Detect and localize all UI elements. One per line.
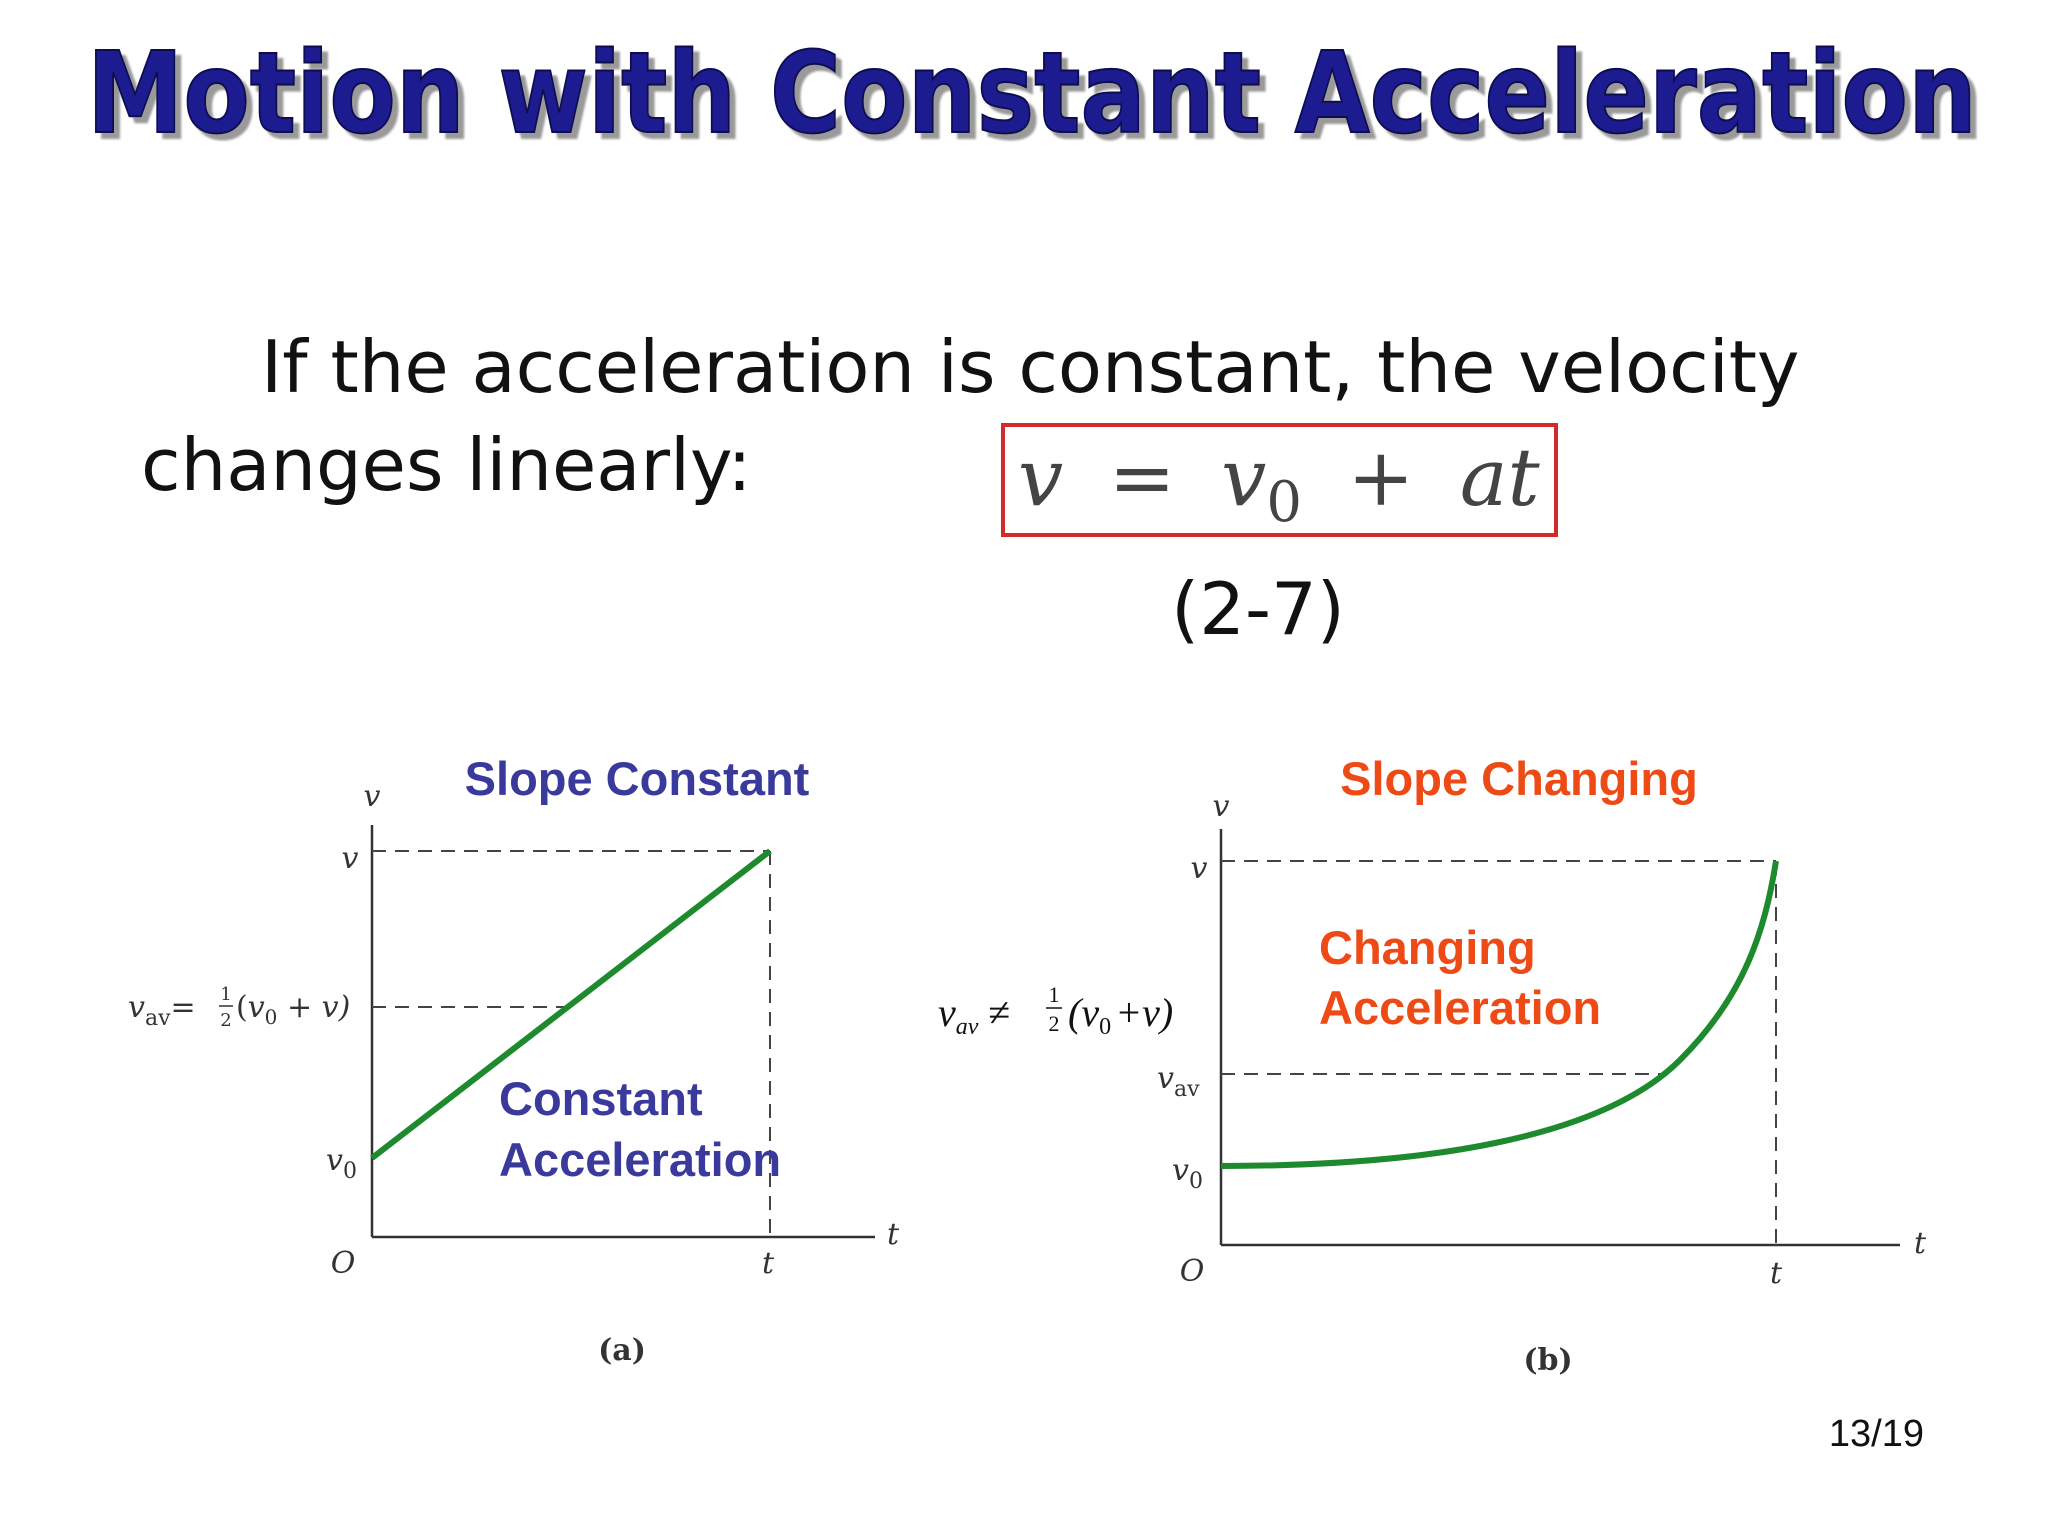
part: ≠ (988, 990, 1010, 1035)
eq-part: + (1347, 431, 1414, 524)
part: v (1157, 1061, 1174, 1096)
tick-label: v (342, 841, 359, 876)
equation: v = v0 + at (1018, 431, 1541, 540)
equation-number: (2-7) (1171, 567, 1345, 651)
part: av (956, 1014, 979, 1040)
page-number: 13/19 (1829, 1413, 1924, 1455)
note: Constant (499, 1072, 703, 1125)
part: 0 (343, 1159, 357, 1184)
tick-label: vav (1157, 1061, 1200, 1102)
tick-label: t (1770, 1256, 1783, 1291)
panel-b: Slope Changing v t O t v vav v0 vav ≠ 1 2… (938, 752, 1927, 1378)
eq-part: v (1018, 431, 1063, 524)
part: v (938, 990, 956, 1035)
part: av (1174, 1077, 1200, 1102)
origin: O (1180, 1254, 1205, 1289)
tick-label: (v0 + v) (236, 990, 350, 1029)
part: v (1172, 1153, 1189, 1188)
axis-label: t (887, 1217, 900, 1252)
note: Changing (1319, 921, 1536, 974)
axis-label: t (1914, 1226, 1927, 1261)
part: = (171, 990, 196, 1025)
part: (v (1068, 990, 1099, 1035)
part: 0 (1189, 1169, 1203, 1194)
heading: Slope Constant (465, 752, 810, 805)
caption: (a) (598, 1333, 646, 1368)
caption: (b) (1523, 1343, 1572, 1378)
equation-box (1001, 423, 1558, 537)
heading: Slope Changing (1340, 752, 1698, 805)
frac-num: 1 (220, 984, 231, 1005)
part: v (128, 990, 145, 1025)
eq-part: v (1221, 431, 1266, 524)
eq-part: 0 (1266, 470, 1302, 535)
part: +v) (1115, 990, 1173, 1035)
part: ( (236, 990, 248, 1025)
part: 0 (265, 1005, 278, 1029)
part: 0 (1099, 1014, 1111, 1040)
part: v (248, 990, 265, 1025)
origin: O (331, 1246, 356, 1281)
frac-den: 2 (1049, 1011, 1060, 1036)
body-line: changes linearly: (141, 423, 752, 507)
frac-num: 1 (1049, 982, 1060, 1007)
eq-part: at (1460, 431, 1541, 524)
part: av (145, 1006, 171, 1031)
part: + v) (277, 990, 350, 1025)
body-line: If the acceleration is constant, the vel… (261, 325, 1800, 409)
tick-label: vav= (128, 990, 196, 1031)
formula: vav ≠ (938, 990, 1010, 1040)
note: Acceleration (499, 1133, 781, 1186)
panel-a: Slope Constant v t O t v v0 vav= 1 2 (v0… (128, 752, 900, 1368)
note: Acceleration (1319, 981, 1601, 1034)
axis-label: v (1213, 789, 1230, 824)
formula: (v0 +v) (1068, 990, 1173, 1040)
velocity-line (370, 848, 772, 1161)
part: v (326, 1143, 343, 1178)
axis-label: v (364, 779, 381, 814)
frac-den: 2 (220, 1010, 231, 1031)
eq-part: = (1109, 431, 1176, 524)
tick-label: v0 (326, 1143, 357, 1184)
velocity-curve (1220, 860, 1779, 1169)
title: Motion with Constant Acceleration (87, 29, 1977, 159)
tick-label: v (1191, 851, 1208, 886)
tick-label: v0 (1172, 1153, 1203, 1194)
tick-label: t (762, 1246, 775, 1281)
